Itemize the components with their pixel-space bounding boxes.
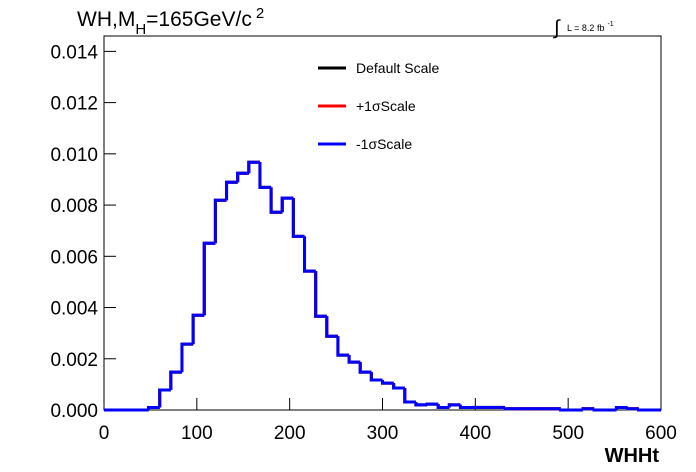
histogram-bin	[303, 236, 316, 273]
histogram-bin	[347, 355, 361, 364]
histogram-bin	[626, 407, 639, 411]
y-tick-label: 0.010	[50, 145, 98, 166]
histogram-bin	[392, 383, 405, 390]
histogram-bin	[414, 402, 428, 407]
integral-sign: ∫	[553, 17, 561, 39]
histogram-bin	[291, 198, 305, 238]
legend-label: -1σScale	[356, 136, 412, 152]
histogram-bin	[236, 171, 249, 183]
histogram-bin	[403, 387, 416, 404]
x-axis-label: WHHt	[605, 445, 660, 467]
histogram-bin	[280, 196, 294, 213]
histogram-bin	[458, 404, 472, 409]
histogram-bin	[447, 403, 461, 408]
legend-label: Default Scale	[356, 60, 439, 76]
y-tick-label: 0.006	[50, 247, 98, 268]
histogram-bin	[381, 380, 394, 385]
histogram-bin	[614, 405, 628, 410]
histogram-bin	[225, 180, 238, 201]
y-tick-label: 0.008	[50, 196, 98, 217]
histogram-bin	[147, 405, 160, 410]
histogram-bin	[559, 408, 572, 412]
y-tick-label: 0.012	[50, 94, 98, 115]
title: WH,MH=165GeV/c 2	[77, 5, 264, 38]
histogram-bin	[269, 187, 283, 214]
histogram-bin	[358, 362, 372, 374]
histogram-bin	[258, 162, 272, 189]
y-tick-label: 0.014	[50, 42, 98, 63]
histogram-bin	[191, 313, 205, 345]
x-tick-label: 600	[645, 423, 677, 444]
y-tick-label: 0.000	[50, 401, 98, 422]
x-tick-label: 300	[367, 423, 399, 444]
histogram-bin	[425, 402, 439, 406]
x-tick-label: 100	[181, 423, 213, 444]
legend-label: +1σScale	[356, 98, 416, 114]
x-tick-label: 400	[459, 423, 491, 444]
histogram-bin	[369, 372, 383, 382]
histogram-bin	[336, 336, 350, 357]
histogram-bin	[637, 408, 650, 412]
y-tick-label: 0.004	[50, 299, 98, 320]
histogram-bin	[581, 407, 595, 411]
x-tick-label: 500	[552, 423, 584, 444]
histogram-bin	[169, 370, 182, 391]
histogram-bin	[202, 241, 216, 316]
histogram-bin	[213, 198, 227, 244]
histogram-bin	[180, 342, 194, 373]
histogram-bin	[436, 404, 450, 409]
histogram-bin	[247, 160, 260, 174]
histogram-bin	[158, 388, 171, 408]
histogram-bin	[503, 407, 517, 411]
histogram-bin	[592, 408, 606, 412]
x-tick-label: 0	[99, 423, 110, 444]
luminosity: L = 8.2 fb -1	[567, 21, 614, 33]
histogram-bin	[314, 271, 327, 318]
x-tick-label: 200	[274, 423, 306, 444]
histogram-bin	[325, 316, 338, 338]
y-tick-label: 0.002	[50, 350, 98, 371]
